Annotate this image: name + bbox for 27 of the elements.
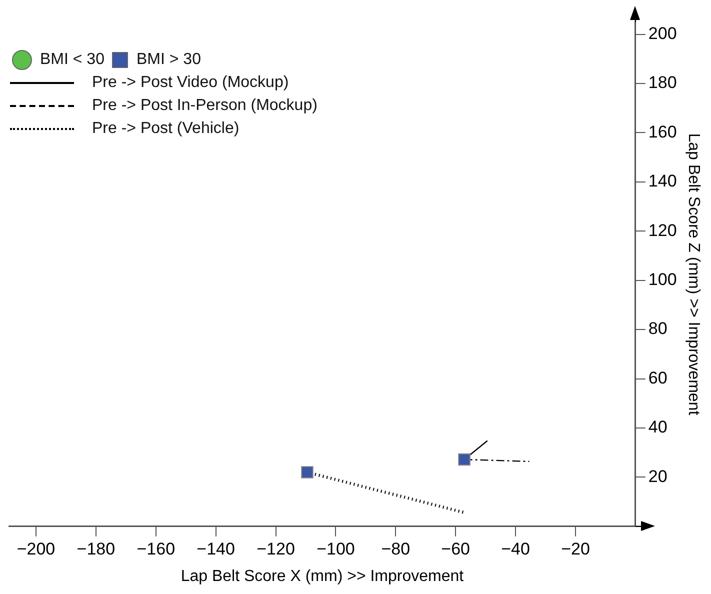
x-tick-label: −140	[196, 539, 235, 558]
y-tick-label: 120	[648, 220, 677, 240]
legend-label: Pre -> Post Video (Mockup)	[91, 72, 290, 92]
y-tick-label: 200	[648, 24, 677, 43]
legend-label: Pre -> Post In-Person (Mockup)	[91, 96, 318, 116]
x-tick-label: −180	[76, 539, 116, 558]
x-axis-title: Lap Belt Score X (mm) >> Improvement	[180, 568, 464, 585]
y-axis-title: Lap Belt Score Z (mm) >> Improvement	[684, 133, 702, 416]
x-tick-label: −20	[561, 539, 590, 558]
y-tick-label: 20	[648, 466, 668, 486]
x-tick-label: −160	[136, 539, 176, 558]
x-tick-label: −80	[381, 539, 410, 558]
y-tick-label: 160	[648, 122, 677, 142]
x-tick-label: −200	[16, 539, 56, 558]
y-tick-label: 140	[648, 172, 677, 191]
y-tick-label: 180	[648, 73, 677, 92]
legend-label: BMI > 30	[135, 50, 201, 68]
x-tick-label: −40	[501, 539, 530, 558]
x-tick-label: −120	[256, 539, 295, 558]
x-tick-label: −60	[441, 539, 470, 558]
y-tick-label: 60	[648, 368, 668, 388]
y-tick-label: 80	[648, 319, 668, 338]
legend-label: Pre -> Post (Vehicle)	[91, 118, 240, 138]
y-tick-label: 100	[648, 270, 677, 290]
x-tick-label: −100	[316, 539, 355, 558]
y-tick-label: 40	[648, 418, 668, 437]
legend-label: BMI < 30	[39, 50, 104, 70]
